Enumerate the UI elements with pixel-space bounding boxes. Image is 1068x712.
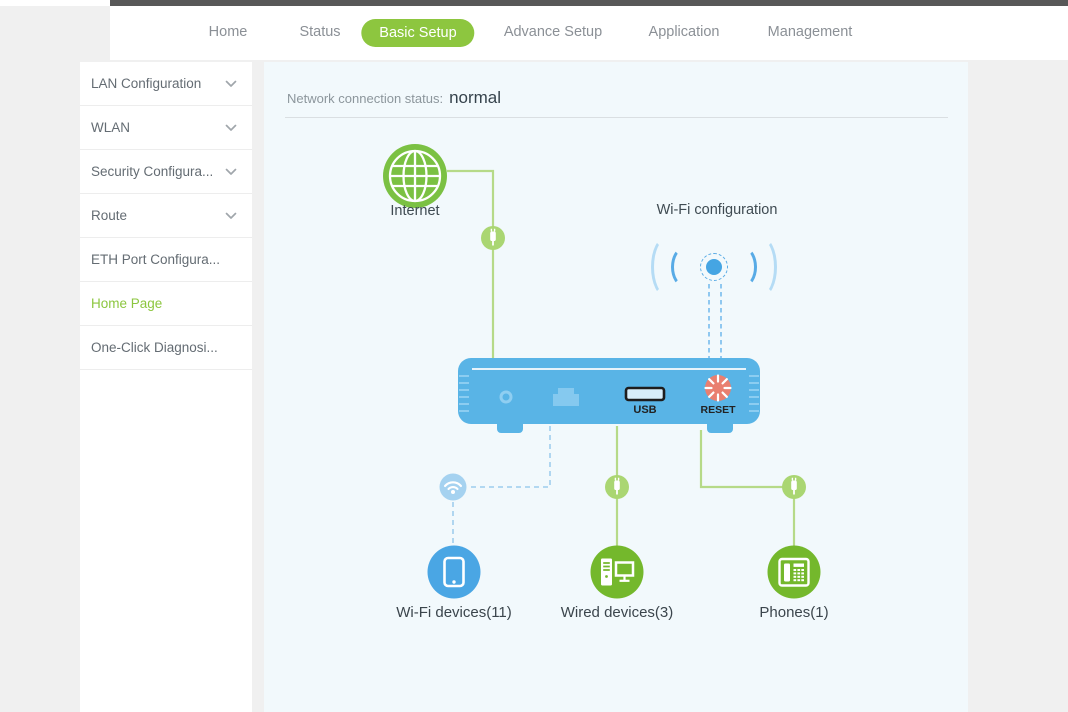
nav-item-basic-setup[interactable]: Basic Setup bbox=[361, 19, 475, 47]
sidebar-item-home-page[interactable]: Home Page bbox=[80, 282, 252, 326]
router-device: USB RESET bbox=[458, 358, 760, 433]
nav-item-management[interactable]: Management bbox=[767, 24, 853, 40]
chevron-down-icon bbox=[225, 168, 237, 175]
chevron-down-icon bbox=[225, 212, 237, 219]
sidebar-item-label: Home Page bbox=[91, 296, 163, 311]
sidebar-item-label: One-Click Diagnosi... bbox=[91, 340, 218, 355]
sidebar-item-lan-configuration[interactable]: LAN Configuration bbox=[80, 62, 252, 106]
network-status-row: Network connection status: normal bbox=[287, 88, 501, 108]
wired-devices-label: Wired devices(3) bbox=[560, 604, 674, 621]
wifi-config-icon[interactable] bbox=[644, 230, 784, 305]
sidebar-item-label: LAN Configuration bbox=[91, 76, 202, 91]
sidebar-item-eth-port-configuration[interactable]: ETH Port Configura... bbox=[80, 238, 252, 282]
wifi-arc bbox=[651, 237, 681, 297]
reset-button bbox=[704, 374, 732, 402]
phones-label: Phones(1) bbox=[759, 604, 829, 621]
wired-devices-icon[interactable] bbox=[590, 545, 644, 599]
nav-item-advance-setup[interactable]: Advance Setup bbox=[503, 24, 603, 40]
internet-line bbox=[447, 169, 495, 360]
wifi-devices-label: Wi-Fi devices(11) bbox=[396, 604, 512, 621]
top-dark-strip bbox=[110, 0, 1068, 6]
sidebar-item-security-configuration[interactable]: Security Configura... bbox=[80, 150, 252, 194]
wifi-arc bbox=[747, 237, 777, 297]
phones-line bbox=[699, 430, 796, 546]
nav-item-home[interactable]: Home bbox=[208, 24, 248, 40]
wifi-devices-dashed-line bbox=[468, 426, 551, 488]
connector-plug-icon bbox=[605, 475, 629, 499]
router-vents bbox=[459, 375, 759, 412]
top-left-corner bbox=[0, 0, 110, 6]
connector-plug-icon bbox=[782, 475, 806, 499]
network-status-label: Network connection status: bbox=[287, 91, 444, 106]
wifi-devices-icon[interactable] bbox=[427, 545, 481, 599]
divider bbox=[285, 117, 948, 118]
sidebar-item-label: Route bbox=[91, 208, 128, 223]
sidebar-item-label: ETH Port Configura... bbox=[91, 252, 221, 267]
reset-label: RESET bbox=[700, 404, 736, 416]
sidebar-item-route[interactable]: Route bbox=[80, 194, 252, 238]
nav-item-status[interactable]: Status bbox=[299, 24, 341, 40]
wifi-arc bbox=[671, 247, 697, 287]
network-status-value: normal bbox=[449, 88, 502, 107]
connector-plug-icon bbox=[481, 226, 505, 250]
power-port-icon bbox=[499, 390, 513, 404]
sidebar-item-wlan[interactable]: WLAN bbox=[80, 106, 252, 150]
nav-item-application[interactable]: Application bbox=[648, 24, 720, 40]
chevron-down-icon bbox=[225, 80, 237, 87]
usb-label: USB bbox=[633, 404, 656, 416]
wifi-dashed-ring bbox=[700, 253, 728, 281]
internet-label: Internet bbox=[390, 203, 440, 219]
phones-icon[interactable] bbox=[767, 545, 821, 599]
wifi-signal-icon bbox=[439, 473, 467, 501]
sidebar-item-label: WLAN bbox=[91, 120, 131, 135]
ethernet-port-icon bbox=[553, 388, 579, 406]
sidebar-item-one-click-diagnosis[interactable]: One-Click Diagnosi... bbox=[80, 326, 252, 370]
wifi-config-label: Wi-Fi configuration bbox=[656, 202, 778, 218]
wifi-dot bbox=[706, 259, 722, 275]
chevron-down-icon bbox=[225, 124, 237, 131]
internet-globe-icon[interactable] bbox=[381, 142, 449, 210]
top-nav: Home Status Basic Setup Advance Setup Ap… bbox=[110, 0, 1068, 60]
sidebar-item-label: Security Configura... bbox=[91, 164, 214, 179]
sidebar: LAN Configuration WLAN Security Configur… bbox=[80, 62, 252, 712]
usb-port bbox=[624, 386, 666, 402]
